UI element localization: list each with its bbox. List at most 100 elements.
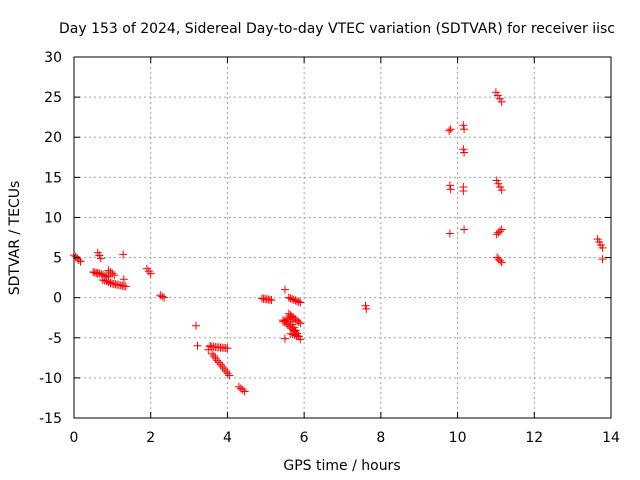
data-point [296, 298, 305, 307]
data-point [95, 269, 104, 278]
data-point [496, 182, 505, 191]
axis-ticks [73, 56, 612, 419]
data-point [296, 335, 305, 344]
y-axis-label: SDTVAR / TECUs [7, 181, 23, 296]
data-point [445, 229, 454, 238]
data-point [71, 252, 80, 261]
x-axis-tick-labels: 0 2 4 6 8 10 12 14 [70, 430, 620, 446]
data-point [598, 255, 607, 264]
data-point [104, 277, 113, 286]
data-point [296, 319, 305, 328]
data-point [294, 317, 303, 326]
data-point [193, 341, 202, 350]
y-tick-label: 30 [44, 50, 62, 66]
data-point [100, 276, 109, 285]
data-point [214, 358, 223, 367]
data-point [286, 329, 295, 338]
data-point [220, 364, 229, 373]
plot-area [73, 56, 612, 419]
data-point [279, 316, 288, 325]
y-tick-label: -15 [39, 411, 62, 427]
data-point [362, 304, 371, 313]
y-tick-label: -5 [48, 331, 62, 347]
data-point [108, 269, 117, 278]
data-point [286, 294, 295, 303]
x-tick-label: 6 [300, 430, 309, 446]
data-point [216, 360, 225, 369]
y-tick-label: 10 [44, 210, 62, 226]
data-point [267, 296, 276, 305]
data-point [282, 319, 291, 328]
data-point [598, 243, 607, 252]
data-points [70, 88, 607, 396]
x-tick-label: 0 [70, 430, 79, 446]
data-point [93, 268, 102, 277]
data-point [445, 126, 454, 135]
data-point [97, 270, 106, 279]
x-tick-label: 14 [602, 430, 620, 446]
x-tick-label: 4 [223, 430, 232, 446]
data-point [497, 225, 506, 234]
data-point [119, 275, 128, 284]
data-point [460, 125, 469, 134]
data-point [223, 369, 232, 378]
data-point [119, 250, 128, 259]
y-tick-label: 15 [44, 170, 62, 186]
data-point [234, 382, 243, 391]
x-tick-label: 8 [376, 430, 385, 446]
data-point [211, 354, 220, 363]
data-point [497, 97, 506, 106]
x-axis-label: GPS time / hours [283, 458, 400, 474]
data-point [208, 349, 217, 358]
data-point [460, 225, 469, 234]
data-point [160, 293, 169, 302]
y-axis-tick-labels: -15 -10 -5 0 5 10 15 20 25 30 [39, 50, 62, 427]
data-point [191, 321, 200, 330]
data-point [497, 186, 506, 195]
data-point [73, 254, 82, 263]
data-point [294, 297, 303, 306]
data-point [290, 330, 299, 339]
data-point [493, 91, 502, 100]
data-point [98, 276, 107, 285]
data-point [102, 277, 111, 286]
chart-title: Day 153 of 2024, Sidereal Day-to-day VTE… [59, 21, 615, 37]
x-tick-label: 2 [146, 430, 155, 446]
data-point [496, 256, 505, 265]
data-point [213, 356, 222, 365]
data-point [106, 267, 115, 276]
data-point [459, 145, 468, 154]
data-point [459, 186, 468, 195]
data-point [158, 292, 167, 301]
data-point [218, 362, 227, 371]
data-point [223, 344, 232, 353]
x-tick-label: 10 [449, 430, 467, 446]
data-point [238, 385, 247, 394]
data-point [496, 227, 505, 236]
data-point [494, 179, 503, 188]
data-point [209, 351, 218, 360]
y-tick-label: 5 [53, 251, 62, 267]
data-point [146, 269, 155, 278]
data-point [294, 332, 303, 341]
data-point [236, 384, 245, 393]
data-point [284, 293, 293, 302]
data-point [460, 148, 469, 157]
data-point [221, 367, 230, 376]
data-point [240, 387, 249, 396]
data-point [446, 125, 455, 134]
data-point [293, 297, 302, 306]
y-tick-label: 20 [44, 130, 62, 146]
grid-lines [74, 57, 611, 418]
data-point [225, 371, 234, 380]
data-point [110, 271, 119, 280]
y-tick-label: -10 [39, 371, 62, 387]
data-point [121, 282, 130, 291]
data-point [291, 296, 300, 305]
data-point [76, 257, 85, 266]
data-point [280, 334, 289, 343]
data-point [497, 258, 506, 267]
data-point [459, 121, 468, 130]
data-point [494, 228, 503, 237]
